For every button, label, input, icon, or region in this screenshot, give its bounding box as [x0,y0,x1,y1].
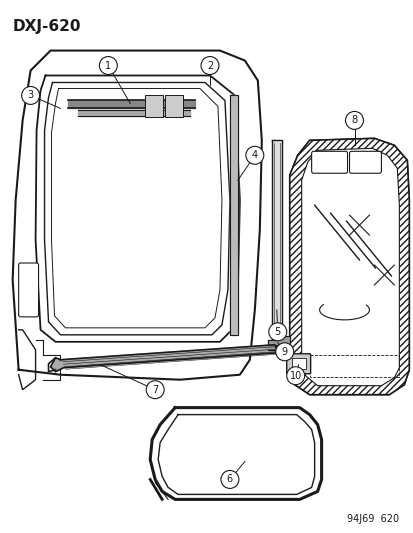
Text: 2: 2 [206,61,213,70]
Polygon shape [78,110,190,116]
Circle shape [286,367,304,385]
Circle shape [275,343,293,361]
Bar [309,355,399,377]
Polygon shape [229,95,237,335]
FancyBboxPatch shape [19,263,38,317]
Text: 8: 8 [351,115,357,125]
Polygon shape [289,139,408,394]
Polygon shape [271,140,281,345]
FancyBboxPatch shape [349,151,380,173]
Text: 4: 4 [251,150,257,160]
Text: 9: 9 [281,347,287,357]
Circle shape [268,323,286,341]
Bar [165,95,183,117]
Circle shape [221,471,238,488]
Text: 3: 3 [28,91,33,100]
Bar [291,358,305,369]
Circle shape [345,111,363,130]
Circle shape [21,86,40,104]
Text: 5: 5 [274,327,280,337]
Text: 6: 6 [226,474,233,484]
FancyBboxPatch shape [286,354,310,374]
Text: 10: 10 [289,371,301,381]
Polygon shape [68,100,195,108]
Polygon shape [289,139,408,394]
Text: 7: 7 [152,385,158,394]
Polygon shape [301,148,399,386]
Circle shape [245,147,263,164]
Bar [145,95,163,117]
Circle shape [146,381,164,399]
Text: DXJ-620: DXJ-620 [13,19,81,34]
FancyBboxPatch shape [311,151,347,173]
Polygon shape [267,336,289,350]
Text: 94J69  620: 94J69 620 [347,514,399,524]
Polygon shape [50,345,277,372]
Text: 1: 1 [105,61,111,70]
Circle shape [201,56,218,75]
Circle shape [99,56,117,75]
